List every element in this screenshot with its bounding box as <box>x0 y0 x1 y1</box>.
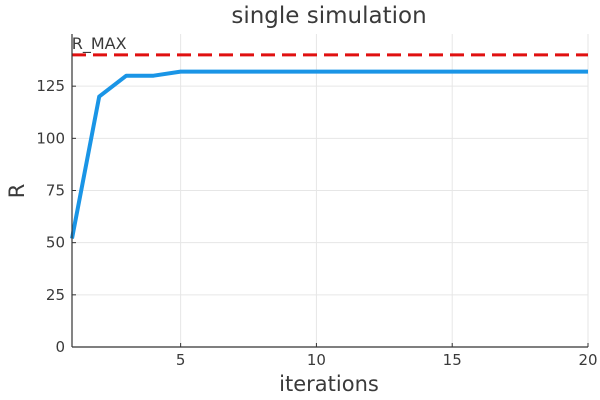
y-tick-label: 75 <box>46 182 65 200</box>
x-tick-label: 20 <box>578 351 597 369</box>
reference-line-label: R_MAX <box>72 34 127 54</box>
x-tick-label: 5 <box>176 351 186 369</box>
reference-lines: R_MAX <box>72 34 588 57</box>
y-tick-label: 25 <box>46 286 65 304</box>
y-axis-label: R <box>5 184 29 199</box>
axes <box>71 34 589 348</box>
tick-labels: 5 10 15 20 0 25 50 75 100 125 <box>36 77 597 369</box>
series-line <box>70 69 588 239</box>
x-tick-label: 10 <box>307 351 326 369</box>
chart-title: single simulation <box>231 3 426 29</box>
y-tick-label: 100 <box>36 129 65 147</box>
y-tick-label: 0 <box>55 338 65 356</box>
grid <box>72 34 589 348</box>
x-axis-label: iterations <box>279 372 379 396</box>
y-tick-label: 125 <box>36 77 65 95</box>
data-series <box>70 69 589 239</box>
y-tick-label: 50 <box>46 234 65 252</box>
x-tick-label: 15 <box>443 351 462 369</box>
